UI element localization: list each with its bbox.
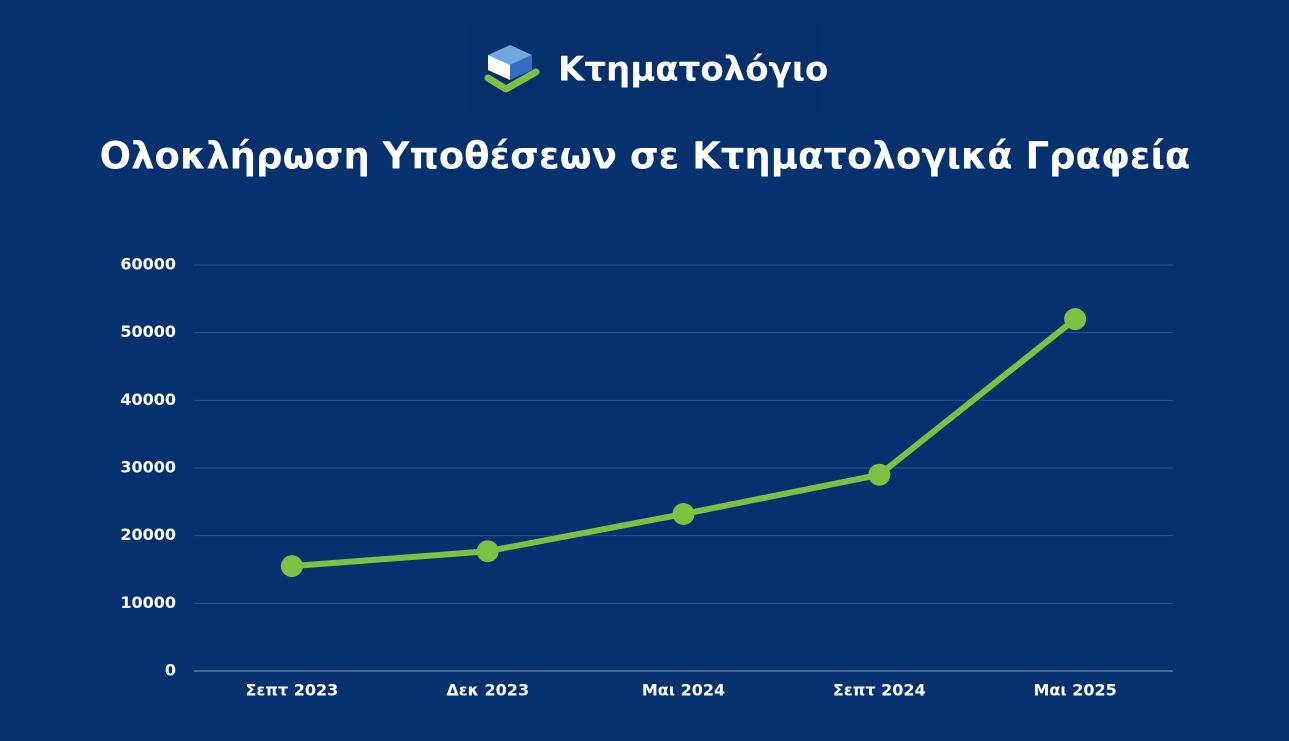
marker — [476, 540, 499, 563]
y-tick-label: 30000 — [120, 458, 176, 477]
logo-icon — [484, 45, 540, 93]
x-tick-label: Μαι 2025 — [1033, 681, 1116, 700]
x-tick-label: Μαι 2024 — [642, 681, 725, 700]
chart-title: Ολοκλήρωση Υποθέσεων σε Κτηματολογικά Γρ… — [100, 135, 1191, 178]
y-tick-label: 60000 — [120, 255, 176, 274]
y-tick-label: 0 — [165, 661, 176, 680]
logo-text: Κτηματολόγιο — [558, 50, 828, 90]
marker — [868, 463, 891, 486]
y-tick-label: 50000 — [120, 322, 176, 341]
marker — [1064, 308, 1087, 331]
y-tick-label: 20000 — [120, 525, 176, 544]
marker — [280, 555, 303, 578]
x-tick-label: Σεπτ 2024 — [833, 681, 926, 700]
x-tick-label: Σεπτ 2023 — [245, 681, 338, 700]
marker — [672, 503, 695, 526]
y-tick-label: 40000 — [120, 390, 176, 409]
x-tick-label: Δεκ 2023 — [446, 681, 529, 700]
y-tick-label: 10000 — [120, 593, 176, 612]
